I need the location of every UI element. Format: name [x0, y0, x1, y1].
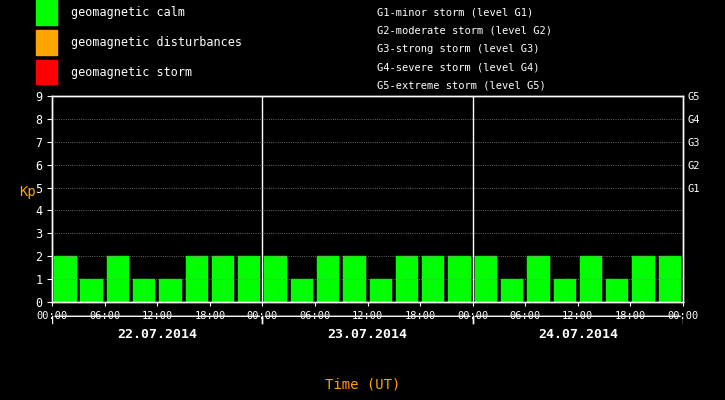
Bar — [133, 279, 155, 302]
Bar — [36, 0, 57, 25]
Bar — [160, 279, 182, 302]
Text: geomagnetic disturbances: geomagnetic disturbances — [71, 36, 242, 49]
Bar — [658, 256, 681, 302]
Bar — [238, 256, 260, 302]
Bar — [265, 256, 287, 302]
Bar — [80, 279, 103, 302]
Text: G1-minor storm (level G1): G1-minor storm (level G1) — [377, 7, 534, 17]
Bar — [36, 60, 57, 84]
Text: G3-strong storm (level G3): G3-strong storm (level G3) — [377, 44, 539, 54]
Bar — [475, 256, 497, 302]
Text: 24.07.2014: 24.07.2014 — [538, 328, 618, 341]
Bar — [212, 256, 234, 302]
Text: 22.07.2014: 22.07.2014 — [117, 328, 197, 341]
Bar — [632, 256, 655, 302]
Y-axis label: Kp: Kp — [19, 185, 36, 199]
Bar — [501, 279, 523, 302]
Bar — [291, 279, 313, 302]
Bar — [343, 256, 365, 302]
Bar — [606, 279, 629, 302]
Bar — [448, 256, 471, 302]
Text: geomagnetic storm: geomagnetic storm — [71, 66, 192, 79]
Bar — [107, 256, 129, 302]
Text: 23.07.2014: 23.07.2014 — [328, 328, 407, 341]
Bar — [36, 30, 57, 54]
Bar — [580, 256, 602, 302]
Bar — [553, 279, 576, 302]
Bar — [370, 279, 392, 302]
Bar — [527, 256, 550, 302]
Bar — [396, 256, 418, 302]
Text: geomagnetic calm: geomagnetic calm — [71, 6, 185, 19]
Bar — [317, 256, 339, 302]
Text: Time (UT): Time (UT) — [325, 378, 400, 392]
Text: G5-extreme storm (level G5): G5-extreme storm (level G5) — [377, 81, 546, 91]
Text: G2-moderate storm (level G2): G2-moderate storm (level G2) — [377, 26, 552, 36]
Text: G4-severe storm (level G4): G4-severe storm (level G4) — [377, 62, 539, 72]
Bar — [54, 256, 77, 302]
Bar — [186, 256, 208, 302]
Bar — [422, 256, 444, 302]
